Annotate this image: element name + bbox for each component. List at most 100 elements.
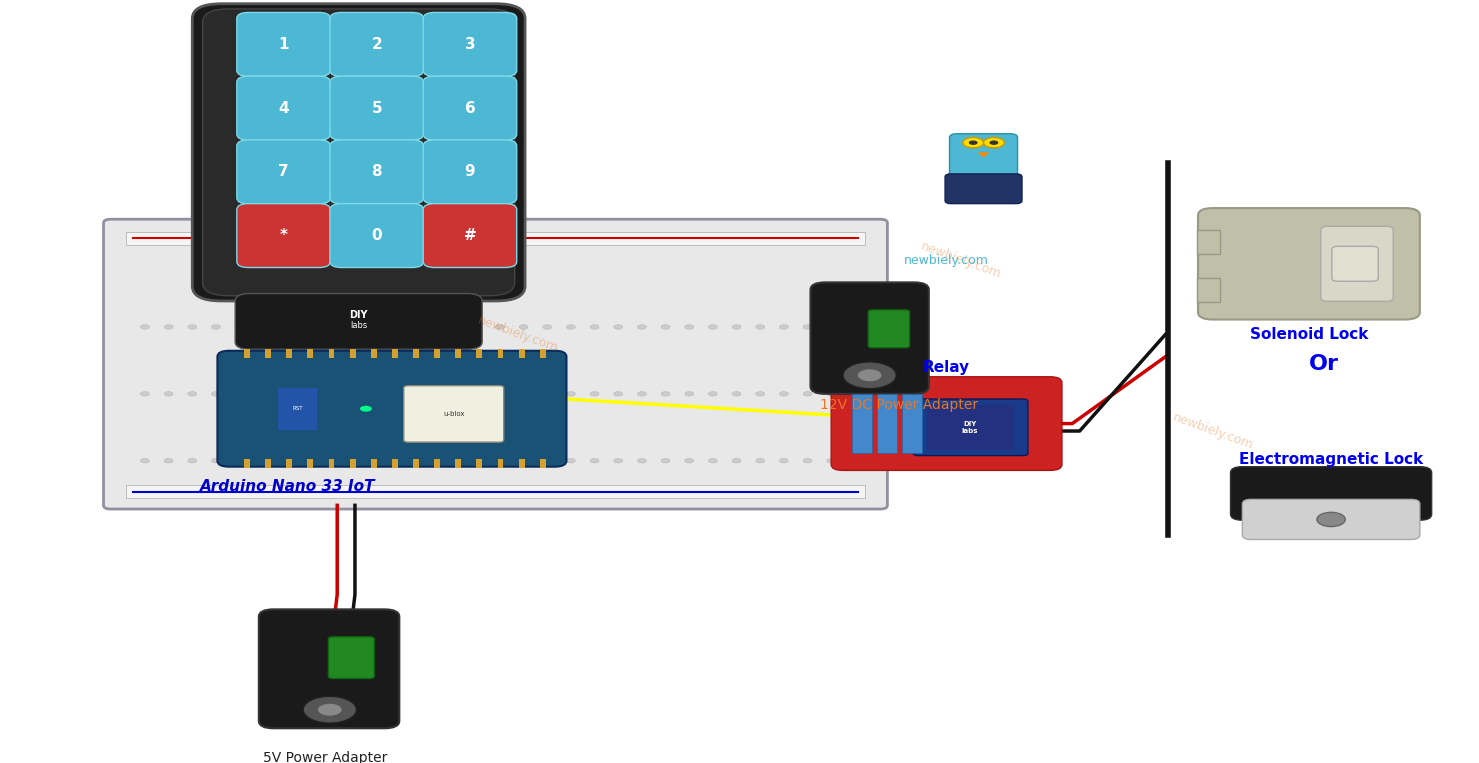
Bar [328,459,334,468]
Circle shape [448,391,457,396]
FancyBboxPatch shape [868,310,910,348]
Circle shape [211,325,220,329]
Bar [456,459,461,468]
FancyBboxPatch shape [810,282,929,394]
Circle shape [519,391,528,396]
Circle shape [188,459,197,463]
FancyBboxPatch shape [330,204,423,268]
Bar [1198,278,1220,302]
Bar [272,340,281,356]
Circle shape [359,406,371,412]
Circle shape [543,391,552,396]
Circle shape [259,391,268,396]
Circle shape [963,137,984,148]
FancyBboxPatch shape [104,219,887,509]
Circle shape [614,391,623,396]
Bar [877,394,896,453]
FancyBboxPatch shape [950,134,1018,179]
Circle shape [377,391,386,396]
FancyBboxPatch shape [423,12,516,76]
FancyBboxPatch shape [330,76,423,140]
Circle shape [614,325,623,329]
Circle shape [282,391,291,396]
Circle shape [732,391,741,396]
FancyBboxPatch shape [237,12,330,76]
FancyBboxPatch shape [259,610,399,728]
FancyBboxPatch shape [1231,467,1432,520]
Circle shape [614,459,623,463]
Circle shape [164,459,173,463]
Text: 12V DC Power Adapter: 12V DC Power Adapter [821,398,978,411]
Bar [902,394,921,453]
Circle shape [330,391,339,396]
FancyBboxPatch shape [1321,227,1393,301]
FancyBboxPatch shape [913,399,1028,456]
Circle shape [401,391,410,396]
FancyBboxPatch shape [237,76,330,140]
Text: DIY
labs: DIY labs [961,421,978,434]
Bar [343,340,352,356]
Circle shape [353,325,362,329]
Bar [308,349,314,358]
Circle shape [858,369,881,382]
Bar [456,349,461,358]
Bar [435,459,441,468]
Circle shape [377,459,386,463]
Text: #: # [463,228,476,243]
Circle shape [566,459,575,463]
Circle shape [448,459,457,463]
Circle shape [188,391,197,396]
Bar [349,459,355,468]
Text: Arduino Nano 33 IoT: Arduino Nano 33 IoT [200,479,376,494]
Circle shape [495,459,504,463]
Circle shape [661,459,670,463]
Bar [287,459,293,468]
FancyBboxPatch shape [423,204,516,268]
Circle shape [164,391,173,396]
FancyBboxPatch shape [203,9,515,296]
Circle shape [424,391,433,396]
Text: newbiely.com: newbiely.com [920,240,1003,281]
Bar [349,349,355,358]
Text: Electromagnetic Lock: Electromagnetic Lock [1239,452,1423,468]
Circle shape [259,325,268,329]
Circle shape [519,325,528,329]
Circle shape [590,459,599,463]
Circle shape [756,325,765,329]
Circle shape [330,325,339,329]
Text: Relay: Relay [923,360,970,375]
Circle shape [282,325,291,329]
Text: 2: 2 [371,37,382,52]
Text: 9: 9 [464,164,475,179]
FancyBboxPatch shape [237,140,330,204]
Bar [540,349,546,358]
Polygon shape [978,153,989,157]
Circle shape [211,391,220,396]
Text: 7: 7 [278,164,288,179]
Bar [413,459,419,468]
Circle shape [495,325,504,329]
Bar [540,459,546,468]
Circle shape [637,459,646,463]
Bar [244,349,250,358]
Text: 8: 8 [371,164,382,179]
Bar [413,349,419,358]
Bar [476,459,482,468]
FancyBboxPatch shape [1331,246,1378,282]
Circle shape [401,325,410,329]
Text: newbiely.com: newbiely.com [904,253,989,266]
Circle shape [661,391,670,396]
Bar [392,340,399,356]
Circle shape [164,325,173,329]
Bar [435,349,441,358]
FancyBboxPatch shape [237,204,330,268]
Circle shape [803,459,812,463]
Circle shape [803,325,812,329]
Text: 6: 6 [464,101,475,116]
Bar [126,485,865,498]
FancyBboxPatch shape [945,174,1022,204]
Bar [371,459,377,468]
Text: Solenoid Lock: Solenoid Lock [1250,327,1368,342]
Circle shape [318,703,342,716]
Circle shape [827,459,836,463]
